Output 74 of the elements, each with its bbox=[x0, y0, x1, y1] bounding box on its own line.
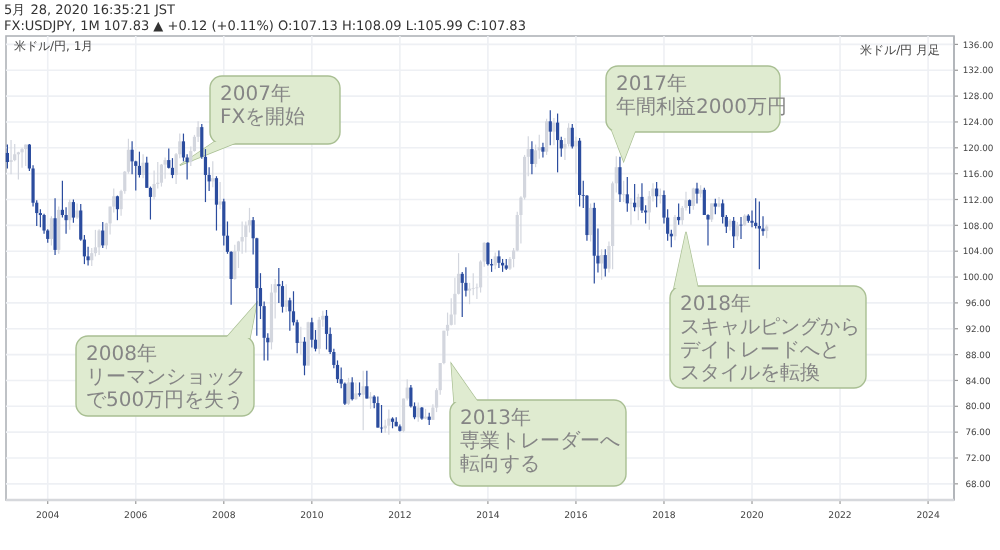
callout: 2017年年間利益2000万円 bbox=[605, 65, 787, 164]
candlestick bbox=[115, 195, 120, 221]
candlestick bbox=[691, 187, 695, 211]
candlestick bbox=[453, 277, 457, 326]
candlestick bbox=[284, 283, 288, 313]
candlestick bbox=[53, 197, 57, 256]
candlestick bbox=[757, 200, 761, 270]
candlestick bbox=[310, 317, 314, 349]
annotation: 2013年専業トレーダーへ転向する bbox=[460, 405, 620, 476]
candlestick bbox=[288, 297, 292, 332]
candlestick bbox=[361, 370, 365, 431]
candlestick bbox=[533, 143, 538, 168]
candlestick bbox=[717, 196, 721, 208]
candlestick bbox=[552, 117, 556, 146]
candlestick bbox=[376, 396, 380, 429]
candlestick bbox=[732, 216, 736, 249]
candlestick bbox=[350, 376, 354, 402]
candlestick bbox=[104, 222, 109, 250]
candlestick bbox=[618, 156, 622, 203]
candlestick bbox=[460, 271, 464, 318]
candlestick bbox=[354, 381, 358, 401]
candlestick bbox=[97, 228, 101, 256]
candlestick bbox=[365, 370, 369, 400]
candlestick bbox=[159, 163, 164, 188]
candlestick bbox=[548, 109, 552, 146]
candlestick bbox=[603, 248, 607, 277]
candlestick bbox=[16, 151, 20, 181]
candlestick bbox=[68, 198, 72, 231]
candlestick bbox=[556, 112, 560, 173]
candlestick bbox=[317, 316, 321, 355]
candlestick bbox=[497, 249, 501, 269]
candlestick bbox=[141, 153, 145, 179]
candlestick bbox=[541, 142, 545, 159]
candlestick bbox=[710, 202, 714, 223]
candlestick bbox=[574, 136, 578, 175]
candlestick bbox=[537, 134, 541, 160]
candlestick bbox=[57, 206, 61, 255]
candlestick bbox=[636, 193, 640, 221]
callout: 2018年スキャルピングからデイトレードへとスタイルを転換 bbox=[669, 231, 867, 389]
candlestick bbox=[629, 197, 633, 226]
candlestick bbox=[695, 182, 699, 204]
candlestick bbox=[530, 140, 534, 175]
candlestick bbox=[471, 272, 475, 296]
candlestick bbox=[346, 377, 351, 406]
callout: 2008年リーマンショックで500万円を失う bbox=[75, 300, 258, 417]
candlestick bbox=[387, 408, 391, 436]
candlestick bbox=[222, 198, 226, 246]
candlestick bbox=[306, 321, 310, 367]
candlestick bbox=[589, 202, 593, 243]
annotation: 2007年FXを開始 bbox=[220, 81, 306, 129]
candlestick bbox=[739, 216, 743, 240]
annotation: 2008年リーマンショックで500万円を失う bbox=[86, 341, 246, 412]
annotation: 2018年スキャルピングからデイトレードへとスタイルを転換 bbox=[680, 291, 860, 385]
callout: 2007年FXを開始 bbox=[179, 75, 341, 166]
candlestick bbox=[721, 198, 725, 225]
candlestick bbox=[486, 241, 490, 267]
candlestick bbox=[647, 190, 651, 231]
candlestick bbox=[42, 213, 46, 235]
candlestick bbox=[5, 143, 9, 170]
candlestick bbox=[211, 160, 215, 188]
candlestick bbox=[9, 139, 13, 175]
candlestick bbox=[544, 118, 549, 156]
candlestick bbox=[673, 214, 677, 241]
candlestick bbox=[71, 198, 75, 224]
candlestick bbox=[218, 181, 222, 210]
candlestick bbox=[163, 156, 167, 180]
candlestick bbox=[302, 336, 307, 376]
candlestick bbox=[592, 202, 596, 285]
candlestick bbox=[38, 208, 42, 228]
candlestick bbox=[152, 169, 156, 201]
candlestick bbox=[233, 244, 237, 281]
callout: 2013年専業トレーダーへ転向する bbox=[449, 361, 627, 487]
annotation: 2017年年間利益2000万円 bbox=[616, 71, 787, 119]
candlestick bbox=[622, 180, 626, 203]
